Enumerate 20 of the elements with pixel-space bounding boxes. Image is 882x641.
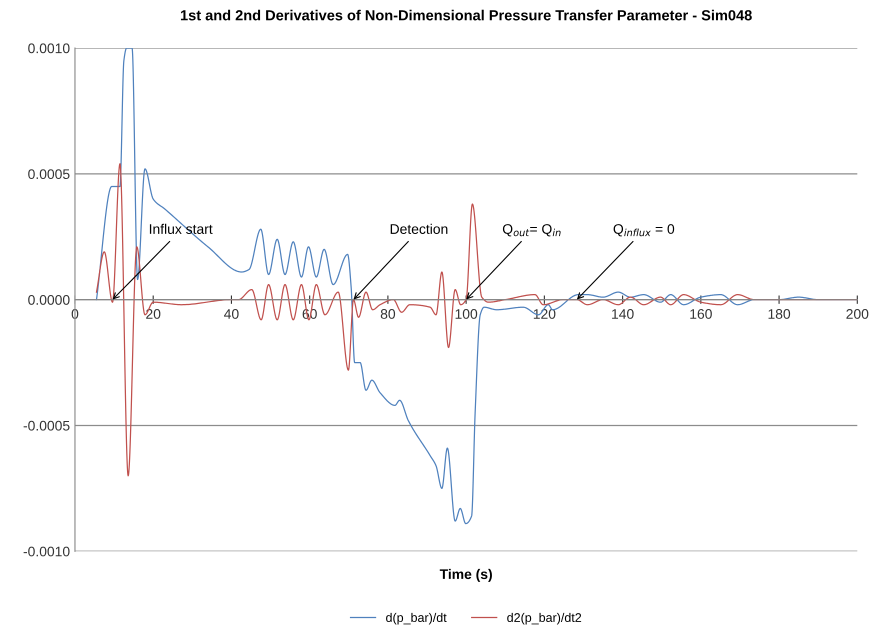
x-tick-label: 80 (380, 309, 396, 319)
annotation: Q$_{out}$= Q$_{in}$ (502, 224, 561, 236)
y-tick-label: 0.0005 (28, 169, 70, 180)
legend-label: d(p_bar)/dt (386, 612, 447, 624)
annotation: Detection (390, 224, 448, 234)
chart-title: 1st and 2nd Derivatives of Non-Dimensional Pressure Transfer Parameter - Sim048 (180, 10, 752, 20)
x-tick-label: 20 (146, 309, 160, 319)
y-tick-label: -0.0010 (24, 546, 70, 556)
x-axis-title: Time (s) (440, 568, 492, 582)
x-tick-label: 100 (456, 309, 478, 319)
annotation: Q$_{influx}$ = 0 (614, 224, 674, 236)
x-tick-label: 140 (612, 309, 634, 319)
legend-label: d2(p_bar)/dt2 (507, 612, 582, 624)
x-tick-label: 180 (768, 309, 790, 319)
y-tick-label: -0.0005 (24, 420, 70, 431)
x-tick-label: 40 (224, 309, 239, 319)
x-tick-label: 160 (690, 309, 712, 319)
y-tick-label: 0.0010 (28, 43, 70, 54)
y-tick-label: 0.0000 (28, 295, 70, 305)
x-tick-label: 200 (846, 309, 868, 319)
